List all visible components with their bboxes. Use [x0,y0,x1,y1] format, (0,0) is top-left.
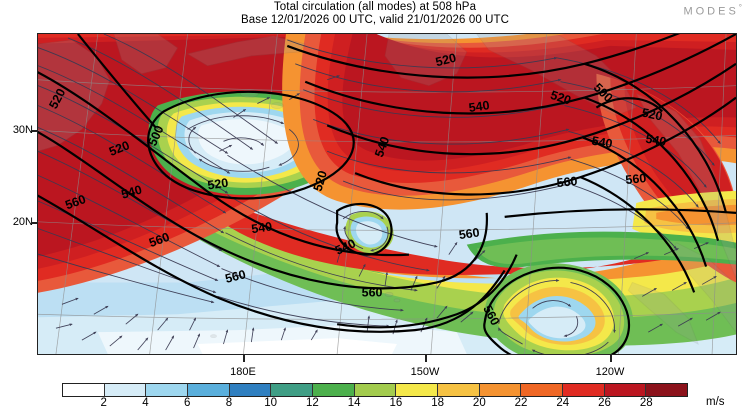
x-tick-mark-180E [243,355,245,362]
contour-label: 540 [251,219,274,236]
map-plot-area: 5205205005005205205205205205205405405405… [37,33,737,355]
contour-labels: 5205205005005205205205205205205405405405… [46,51,667,328]
contour-label: 540 [644,132,667,149]
colorbar-unit-label: m/s [706,396,725,408]
y-tick-mark-20N [31,222,38,224]
colorbar-segment [63,384,105,396]
height-contours [38,34,736,354]
contour-label: 560 [458,225,481,242]
colorbar-tick-label: 26 [598,397,611,409]
colorbar-segment [313,384,355,396]
contour-label: 540 [120,183,144,202]
contour-label: 520 [207,176,230,193]
contour-label: 520 [311,169,330,193]
colorbar-tick-label: 6 [183,397,191,409]
colorbar-tick-label: 14 [347,397,361,409]
contour-label: 540 [468,98,491,115]
colorbar-tick-label: 4 [142,397,149,409]
contour-label: 560 [556,174,578,190]
modes-logo: MODES° [683,3,742,18]
colorbar-tick-label: 16 [389,397,403,409]
modes-logo-mark: ° [738,3,742,12]
colorbar-tick-label: 2 [100,397,107,409]
streamlines [38,34,721,354]
x-tick-mark-120W [610,355,612,362]
colorbar-tick-label: 20 [472,397,486,409]
colorbar-segment [604,384,647,396]
coastline-overlay [38,34,736,345]
contour-label: 520 [434,51,458,70]
colorbar-tick-label: 24 [556,397,570,409]
contour-label: 520 [640,106,663,124]
colorbar-segment [146,384,189,396]
x-tick-label-150W: 150W [410,366,440,378]
colorbar-tick-label: 10 [264,397,278,409]
contour-label: 540 [591,134,614,151]
x-tick-label-180E: 180E [230,366,256,378]
contour-label: 540 [372,135,392,159]
colorbar-tick-label: 28 [639,397,653,409]
chart-title-block: Total circulation (all modes) at 508 hPa… [0,1,750,27]
contour-label: 560 [147,230,171,250]
contour-label: 560 [362,285,383,299]
colorbar-tick-label: 12 [305,397,319,409]
colorbar-segment [438,384,480,396]
colorbar-segment [104,384,147,396]
y-tick-label-30N: 30N [12,124,33,136]
colorbar-segment [521,384,564,396]
x-tick-mark-150W [425,355,427,362]
contour-label: 560 [224,267,248,286]
colorbar-segment [479,384,522,396]
colorbar-tick-label: 18 [431,397,444,409]
colorbar-segment [229,384,272,396]
colorbar-tick-labels: 2 4 6 8 10 12 14 16 18 20 22 24 26 28 [0,397,750,409]
colorbar-tick-label: 8 [225,397,233,409]
colorbar [62,383,688,397]
colorbar-tick-label: 22 [514,397,528,409]
colorbar-segment [563,384,605,396]
x-tick-label-120W: 120W [595,366,625,378]
modes-logo-text: MODES [683,5,739,18]
y-tick-label-20N: 20N [12,216,33,228]
contour-label: 560 [63,192,87,212]
page-title: Total circulation (all modes) at 508 hPa [273,1,477,13]
contour-label: 520 [549,88,573,108]
wind-speed-field: 5205205005005205205205205205205405405405… [38,34,736,354]
chart-subtitle: Base 12/01/2026 00 UTC, valid 21/01/2026… [240,14,510,26]
colorbar-segment [188,384,230,396]
colorbar-segment [646,384,688,396]
colorbar-segment [354,384,397,396]
y-tick-mark-30N [31,130,38,132]
colorbar-segment [396,384,439,396]
contour-label: 560 [625,171,647,187]
graticule [38,34,736,354]
colorbar-segment [271,384,314,396]
